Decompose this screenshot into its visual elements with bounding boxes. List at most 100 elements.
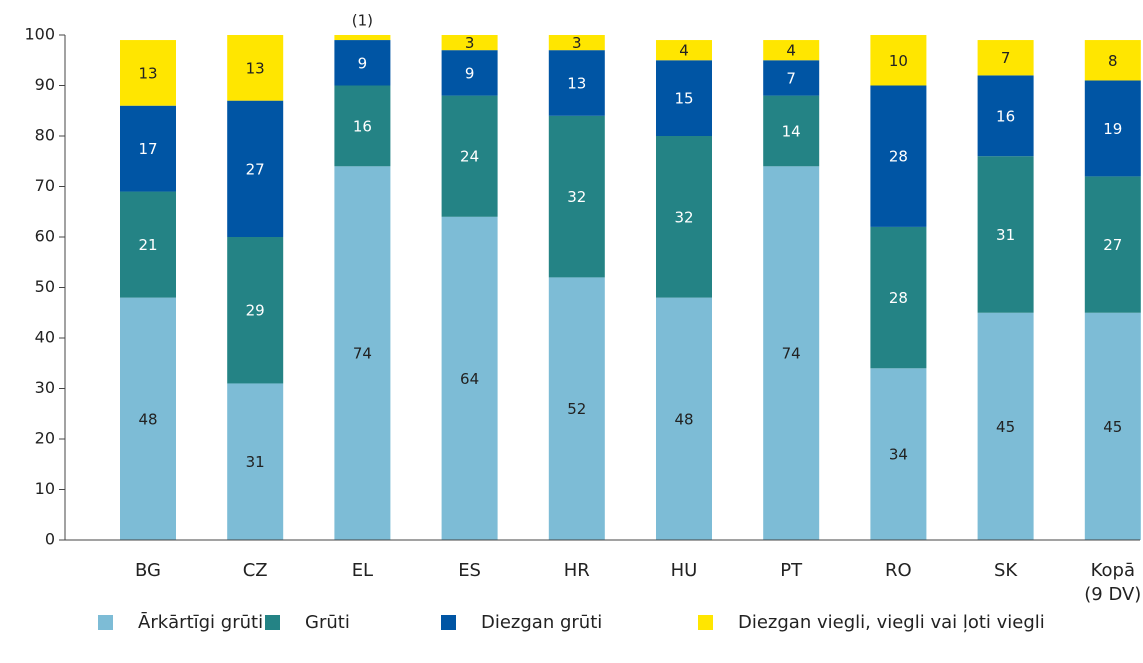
data-label: (1) bbox=[352, 12, 373, 30]
bar-segment bbox=[870, 226, 927, 369]
bar-segment bbox=[227, 237, 284, 384]
x-tick-label: CZ bbox=[243, 560, 268, 581]
data-label: 9 bbox=[465, 64, 475, 82]
bar-segment bbox=[763, 40, 820, 61]
data-label: 13 bbox=[138, 64, 157, 82]
bar-segment bbox=[870, 35, 927, 86]
bar-segment bbox=[334, 40, 391, 86]
bar-segment bbox=[548, 50, 605, 116]
y-tick-label: 60 bbox=[35, 227, 55, 246]
y-tick-label: 0 bbox=[45, 530, 55, 549]
bar-segment bbox=[334, 85, 391, 167]
bar-segment bbox=[763, 95, 820, 167]
data-label: 45 bbox=[996, 418, 1015, 436]
data-label: 4 bbox=[679, 42, 689, 60]
y-tick-label: 10 bbox=[35, 479, 55, 498]
bar-segment bbox=[763, 166, 820, 541]
data-label: 45 bbox=[1103, 418, 1122, 436]
data-label: 21 bbox=[138, 236, 157, 254]
bar-segment bbox=[656, 60, 712, 136]
y-tick-label: 50 bbox=[35, 277, 55, 296]
bar-segment bbox=[870, 368, 927, 540]
x-tick-label: EL bbox=[352, 560, 373, 581]
legend-swatch bbox=[698, 615, 713, 630]
bar-segment bbox=[227, 100, 284, 238]
bar-segment bbox=[227, 35, 284, 101]
data-label: 64 bbox=[460, 370, 479, 388]
legend-label: Grūti bbox=[305, 612, 350, 633]
bar-segment bbox=[656, 136, 712, 298]
data-label: 52 bbox=[567, 400, 586, 418]
data-label: 34 bbox=[889, 446, 908, 464]
data-label: 10 bbox=[889, 52, 908, 70]
legend-label: Diezgan viegli, viegli vai ļoti viegli bbox=[738, 612, 1045, 633]
data-label: 74 bbox=[353, 345, 372, 363]
data-label: 28 bbox=[889, 289, 908, 307]
data-label: 28 bbox=[889, 148, 908, 166]
data-label: 27 bbox=[1103, 236, 1122, 254]
bar-segment bbox=[441, 50, 498, 96]
legend-swatch bbox=[441, 615, 456, 630]
data-label: 7 bbox=[1001, 49, 1011, 67]
bar-segment bbox=[548, 115, 605, 278]
x-tick-label: ES bbox=[458, 560, 481, 581]
y-tick-label: 90 bbox=[35, 75, 55, 94]
data-label: 9 bbox=[358, 54, 368, 72]
data-label: 27 bbox=[246, 160, 265, 178]
x-tick-label-line: (9 DV) bbox=[1084, 584, 1141, 605]
data-label: 3 bbox=[465, 34, 475, 52]
bar-segment bbox=[656, 297, 712, 540]
bar-segment bbox=[977, 156, 1034, 313]
data-label: 31 bbox=[246, 453, 265, 471]
x-tick-label: PT bbox=[780, 560, 803, 581]
data-label: 7 bbox=[786, 69, 796, 87]
legend-swatch bbox=[98, 615, 113, 630]
x-tick-label: BG bbox=[135, 560, 161, 581]
data-label: 19 bbox=[1103, 120, 1122, 138]
bar-segment bbox=[441, 95, 498, 217]
bar-segment bbox=[1084, 176, 1141, 313]
x-tick-label: HU bbox=[671, 560, 698, 581]
data-label: 29 bbox=[246, 302, 265, 320]
data-label: 17 bbox=[138, 140, 157, 158]
bar-segment bbox=[870, 85, 927, 227]
x-tick-label: Kopā (9 DV) bbox=[1084, 560, 1141, 605]
x-tick-label: SK bbox=[994, 560, 1018, 581]
y-tick-label: 70 bbox=[35, 176, 55, 195]
bar-segment bbox=[1084, 40, 1141, 81]
data-label: 13 bbox=[567, 74, 586, 92]
bar-segment bbox=[548, 35, 605, 51]
data-label: 15 bbox=[674, 90, 693, 108]
bar-segment bbox=[548, 277, 605, 540]
legend-label: Ārkārtīgi grūti bbox=[138, 611, 263, 633]
bar-segment bbox=[334, 166, 391, 541]
data-label: 14 bbox=[782, 122, 801, 140]
data-label: 31 bbox=[996, 226, 1015, 244]
data-label: 3 bbox=[572, 34, 582, 52]
data-label: 8 bbox=[1108, 52, 1118, 70]
bar-segment bbox=[977, 40, 1034, 76]
bar-segment bbox=[120, 297, 176, 540]
data-label: 13 bbox=[246, 59, 265, 77]
y-tick-label: 30 bbox=[35, 378, 55, 397]
bar-segment bbox=[1084, 312, 1141, 540]
data-label: 16 bbox=[996, 107, 1015, 125]
bar-segment bbox=[227, 383, 284, 540]
bar-segment bbox=[441, 35, 498, 51]
bar-segment bbox=[763, 60, 820, 96]
y-tick-label: 80 bbox=[35, 126, 55, 145]
data-label: 24 bbox=[460, 148, 479, 166]
data-label: 48 bbox=[138, 410, 157, 428]
bar-segment bbox=[977, 312, 1034, 540]
bar-segment bbox=[120, 105, 176, 192]
y-tick-label: 20 bbox=[35, 429, 55, 448]
data-label: 16 bbox=[353, 117, 372, 135]
bar-segment bbox=[120, 40, 176, 106]
bar-segment bbox=[120, 191, 176, 298]
bar-segment bbox=[977, 75, 1034, 157]
bar-segment bbox=[334, 35, 391, 41]
data-label: 4 bbox=[786, 42, 796, 60]
y-tick-label: 40 bbox=[35, 328, 55, 347]
data-label: 74 bbox=[782, 345, 801, 363]
